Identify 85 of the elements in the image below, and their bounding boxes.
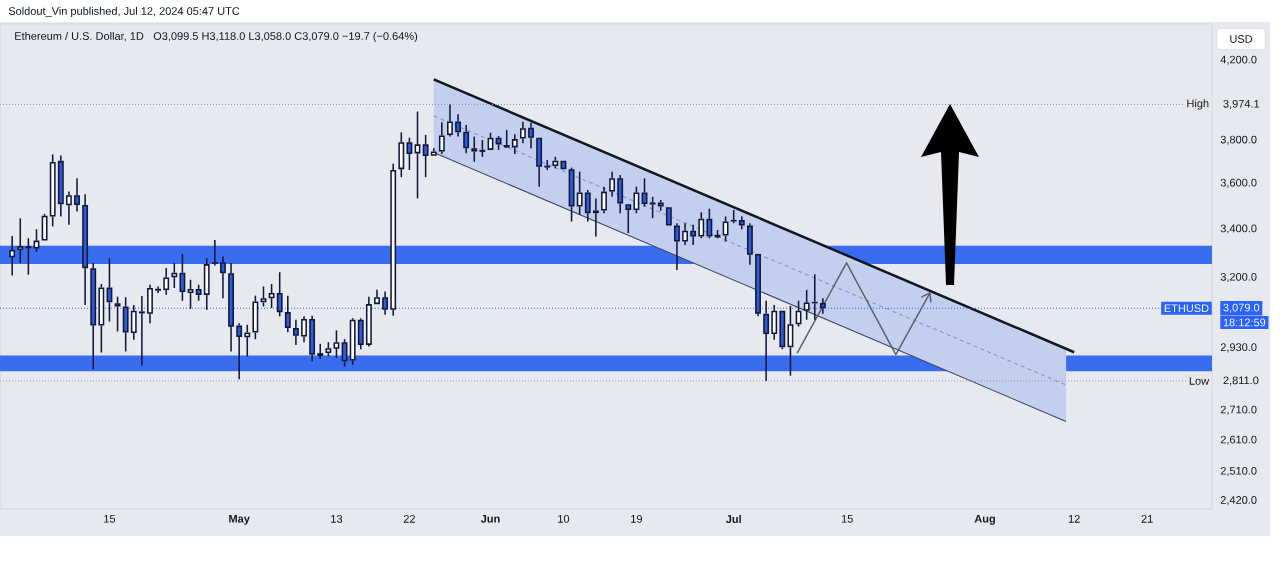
candlestick	[82, 193, 89, 306]
candlestick	[292, 318, 299, 346]
candlestick	[147, 283, 153, 324]
candlestick	[463, 124, 470, 155]
x-tick-label: Aug	[974, 514, 995, 525]
candlestick	[9, 235, 16, 277]
y-tick-label: 3,974.1	[1223, 99, 1260, 109]
candlestick	[746, 222, 753, 266]
candlestick	[130, 304, 137, 341]
candlestick	[665, 207, 672, 226]
y-tick-label: 3,400.0	[1220, 224, 1257, 234]
x-tick-label: 21	[1141, 514, 1153, 523]
candlestick	[455, 113, 461, 138]
text: 18:12:59	[1223, 318, 1266, 327]
candlestick	[430, 147, 437, 156]
candlestick	[617, 174, 624, 214]
candlestick	[390, 162, 397, 317]
x-tick-label: 15	[841, 514, 853, 523]
candlestick	[511, 133, 518, 155]
candlestick	[90, 262, 97, 371]
y-tick-label: 3,600.0	[1220, 178, 1257, 188]
text: Ethereum / U.S. Dollar, 1D	[15, 31, 144, 42]
candlestick	[690, 224, 697, 246]
y-tick-label: 3,079.0	[1223, 303, 1260, 313]
candlestick	[763, 299, 770, 382]
candlestick	[414, 110, 421, 200]
candlestick	[682, 222, 688, 246]
candlestick	[317, 343, 324, 360]
candlestick	[819, 297, 826, 315]
candlestick	[374, 289, 380, 305]
candlestick	[228, 262, 234, 353]
candlestick	[601, 185, 607, 214]
y-tick-label: 4,200.0	[1220, 55, 1257, 65]
y-tick-label: 2,710.0	[1220, 405, 1257, 415]
candlestick	[382, 290, 389, 316]
candlestick	[771, 304, 778, 341]
candlestick	[528, 121, 534, 149]
candlestick	[163, 267, 170, 296]
candlestick	[203, 257, 210, 311]
candlestick	[674, 222, 680, 271]
candlestick	[536, 137, 543, 188]
candlestick	[592, 197, 599, 238]
ref-line-label: High	[1187, 99, 1209, 110]
y-tick-label: 2,930.0	[1220, 343, 1257, 353]
y-tick-label: 3,200.0	[1220, 272, 1257, 282]
candlestick	[138, 295, 145, 367]
candlestick	[65, 190, 72, 226]
candlestick	[309, 315, 316, 363]
candlestick	[220, 255, 226, 299]
x-tick-label: 10	[558, 514, 570, 523]
candlestick	[438, 121, 445, 155]
x-tick-label: Jun	[480, 514, 500, 523]
candlestick	[236, 322, 243, 381]
y-axis-title: USD	[1230, 35, 1253, 43]
candlestick	[301, 315, 307, 343]
y-tick-label: 2,610.0	[1220, 435, 1257, 445]
x-tick-label: 19	[631, 514, 643, 523]
candlestick	[584, 189, 591, 223]
text: Soldout_Vin published, Jul 12, 2024 05:47 UTC	[8, 6, 240, 18]
x-tick-label: 13	[331, 514, 343, 523]
x-tick-label: Jul	[725, 514, 741, 524]
candlestick	[738, 215, 745, 231]
candlestick	[211, 239, 218, 267]
y-tick-label: 2,811.0	[1223, 376, 1259, 386]
candlestick	[357, 317, 364, 351]
candlestick	[57, 154, 64, 218]
x-tick-label: May	[229, 514, 250, 525]
y-tick-label: 2,420.0	[1220, 496, 1257, 506]
candlestick	[155, 285, 162, 294]
candlestick	[74, 177, 80, 213]
x-tick-label: 15	[104, 514, 116, 523]
candlestick	[519, 120, 526, 145]
ref-line-label: Low	[1189, 377, 1210, 385]
candlestick	[609, 170, 616, 198]
candlestick	[365, 295, 372, 348]
x-tick-label: 12	[1068, 514, 1080, 523]
ref-line-label: ETHUSD	[1164, 304, 1209, 313]
text: O3,099.5 H3,118.0 L3,058.0 C3,079.0 −19.7 (−0.64%)	[153, 31, 418, 43]
x-tick-label: 22	[403, 514, 415, 523]
candlestick	[544, 159, 551, 171]
candlestick	[625, 204, 632, 234]
y-tick-label: 2,510.0	[1220, 466, 1257, 476]
candlestick	[284, 294, 291, 333]
candlestick	[447, 103, 453, 138]
y-tick-label: 3,800.0	[1220, 135, 1257, 145]
